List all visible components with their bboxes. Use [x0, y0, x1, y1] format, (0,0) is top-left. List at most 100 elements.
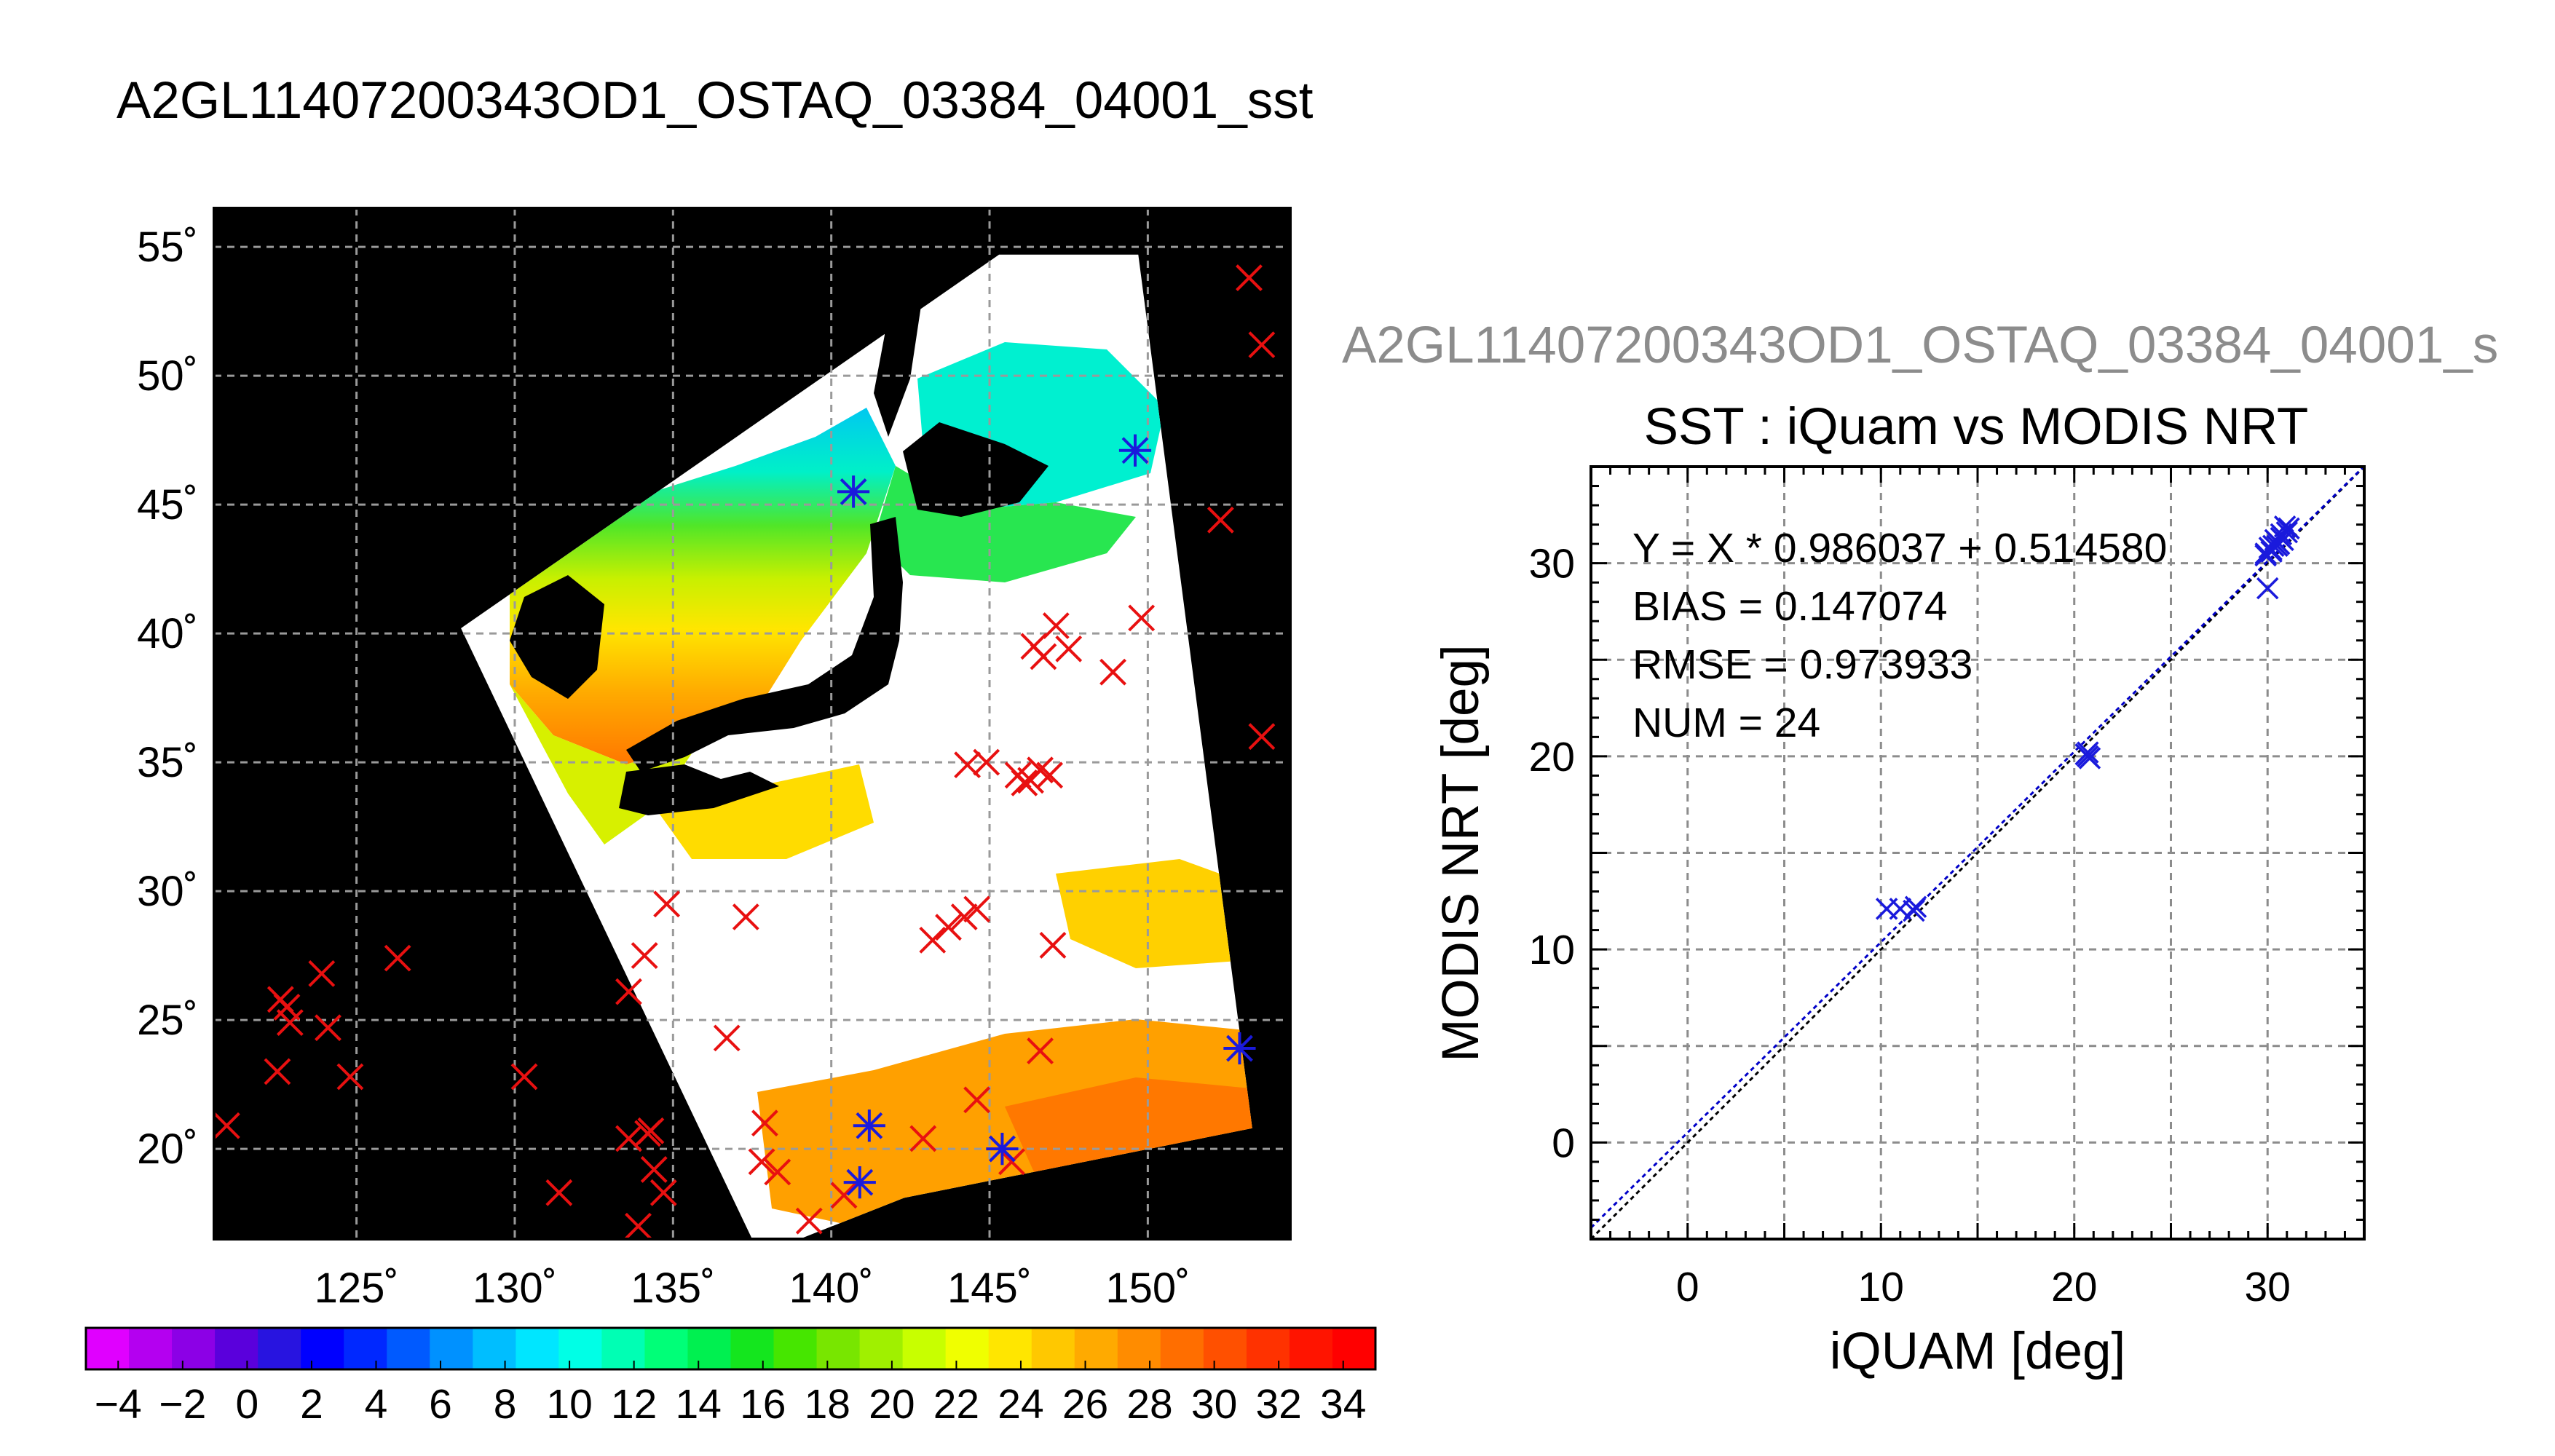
colorbar-swatch — [1160, 1328, 1204, 1369]
iquam-only-marker — [1099, 658, 1126, 686]
scatter-point — [2260, 538, 2283, 561]
map-y-tick-label: 55˚ — [137, 223, 198, 271]
colorbar-swatch — [344, 1328, 387, 1369]
map-y-tick-label: 25˚ — [137, 997, 198, 1044]
land-sakhalin — [874, 262, 921, 437]
iquam-only-marker — [308, 960, 336, 987]
colorbar-tick-label: 6 — [429, 1381, 452, 1428]
colorbar-tick-label: 34 — [1320, 1381, 1366, 1428]
iquam-only-marker — [1027, 1037, 1054, 1064]
scatter-point — [2278, 517, 2300, 540]
map-markers — [213, 264, 1276, 1240]
marker-stroke — [308, 960, 336, 987]
iquam-only-marker — [315, 1014, 341, 1042]
scatter-xlabel: iQUAM [deg] — [1830, 1323, 2125, 1380]
sst-south-honshu — [655, 764, 874, 859]
map-x-tick-label: 135˚ — [631, 1265, 715, 1312]
colorbar-swatch — [988, 1328, 1032, 1369]
marker-stroke — [973, 748, 1000, 776]
scatter-annotations: Y = X * 0.986037 + 0.514580 BIAS = 0.1470… — [1632, 525, 2167, 746]
iquam-only-marker — [909, 1125, 937, 1152]
iquam-only-marker — [1207, 506, 1234, 534]
colorbar-swatch — [301, 1328, 344, 1369]
iquam-only-marker — [276, 1009, 304, 1037]
map-x-tick-label: 140˚ — [789, 1265, 874, 1312]
colorbar-swatch — [945, 1328, 990, 1369]
scatter-y-tick-label: 20 — [1529, 734, 1575, 780]
stat-annotation: BIAS = 0.147074 — [1632, 583, 1948, 630]
marker-stroke — [1889, 898, 1912, 920]
colorbar: −4 −2 0 2 4 6 8 10 12 14 16 18 20 22 24 26 28 30 32 34 — [84, 1326, 1377, 1428]
modis-match-marker — [1223, 1032, 1256, 1065]
colorbar-tick-label: 28 — [1126, 1381, 1172, 1428]
colorbar-swatch — [1246, 1328, 1290, 1369]
marker-stroke — [384, 944, 411, 972]
modis-match-marker — [837, 475, 870, 508]
marker-stroke — [2273, 515, 2297, 538]
colorbar-swatch — [516, 1328, 559, 1369]
iquam-only-marker — [545, 1179, 573, 1206]
sst-east-yellow — [1056, 859, 1252, 968]
iquam-only-marker — [1030, 643, 1057, 670]
marker-stroke — [919, 926, 947, 954]
map-y-tick-label: 45˚ — [137, 481, 198, 529]
marker-stroke — [748, 1148, 775, 1176]
marker-stroke — [2278, 517, 2300, 540]
marker-stroke — [2256, 577, 2279, 600]
marker-stroke — [315, 1014, 341, 1042]
overflow-title: A2GL11407200343OD1_OSTAQ_03384_04001_s — [1342, 317, 2498, 374]
marker-stroke — [1903, 899, 1925, 922]
scatter-ticks: 0 10 20 30 0 10 20 30 — [1529, 465, 2366, 1310]
scatter-y-tick-label: 10 — [1529, 927, 1575, 973]
scatter-y-tick-label: 30 — [1529, 541, 1575, 587]
page-title: A2GL11407200343OD1_OSTAQ_03384_04001_sst — [117, 72, 1314, 130]
marker-stroke — [2078, 747, 2101, 769]
colorbar-tick-label: 0 — [236, 1381, 259, 1428]
marker-stroke — [615, 978, 642, 1005]
colorbar-ticks: −4 −2 0 2 4 6 8 10 12 14 16 18 20 22 24 26 28 30 32 34 — [95, 1361, 1366, 1428]
colorbar-swatch — [129, 1328, 173, 1369]
marker-stroke — [1036, 761, 1064, 789]
colorbar-swatch — [86, 1328, 130, 1369]
identity-line — [1590, 465, 2366, 1241]
colorbar-tick-label: 18 — [805, 1381, 850, 1428]
modis-match-marker — [853, 1109, 885, 1142]
iquam-only-marker — [1039, 932, 1067, 959]
colorbar-swatch — [773, 1328, 818, 1369]
sst-map: 125˚ 130˚ 135˚ 140˚ 145˚ 150˚ 20˚ 25˚ 30˚ 35˚ 40˚ 4… — [137, 207, 1292, 1312]
land-korea — [510, 575, 604, 699]
colorbar-tick-label: 32 — [1255, 1381, 1301, 1428]
iquam-only-marker — [653, 890, 681, 918]
map-frame — [213, 207, 1292, 1241]
iquam-only-marker — [631, 942, 658, 970]
marker-stroke — [1236, 264, 1263, 291]
colorbar-swatch — [215, 1328, 258, 1369]
colorbar-tick-label: 20 — [869, 1381, 915, 1428]
colorbar-tick-label: 22 — [933, 1381, 979, 1428]
scatter-lines — [1590, 465, 2366, 1241]
colorbar-tick-label: −2 — [159, 1381, 206, 1428]
scatter-points — [1875, 515, 2300, 922]
colorbar-swatch — [902, 1328, 947, 1369]
map-y-tick-label: 40˚ — [137, 610, 198, 657]
scatter-point — [2256, 577, 2279, 600]
iquam-only-marker — [713, 1024, 741, 1052]
colorbar-swatch — [1289, 1328, 1333, 1369]
modis-match-marker — [986, 1133, 1019, 1166]
marker-stroke — [336, 1063, 364, 1091]
marker-stroke — [1027, 756, 1054, 784]
iquam-only-marker — [1236, 264, 1263, 291]
iquam-only-marker — [919, 926, 947, 954]
colorbar-tick-label: 12 — [611, 1381, 657, 1428]
marker-stroke — [637, 1117, 665, 1144]
map-x-tick-label: 150˚ — [1105, 1265, 1190, 1312]
marker-stroke — [935, 914, 962, 941]
iquam-only-marker — [637, 1117, 665, 1144]
marker-stroke — [2077, 741, 2099, 764]
colorbar-tick-label: 30 — [1191, 1381, 1237, 1428]
iquam-only-marker — [1055, 635, 1083, 662]
marker-stroke — [1128, 604, 1156, 632]
marker-stroke — [1099, 658, 1126, 686]
land-honshu — [626, 517, 903, 772]
marker-stroke — [1030, 643, 1057, 670]
